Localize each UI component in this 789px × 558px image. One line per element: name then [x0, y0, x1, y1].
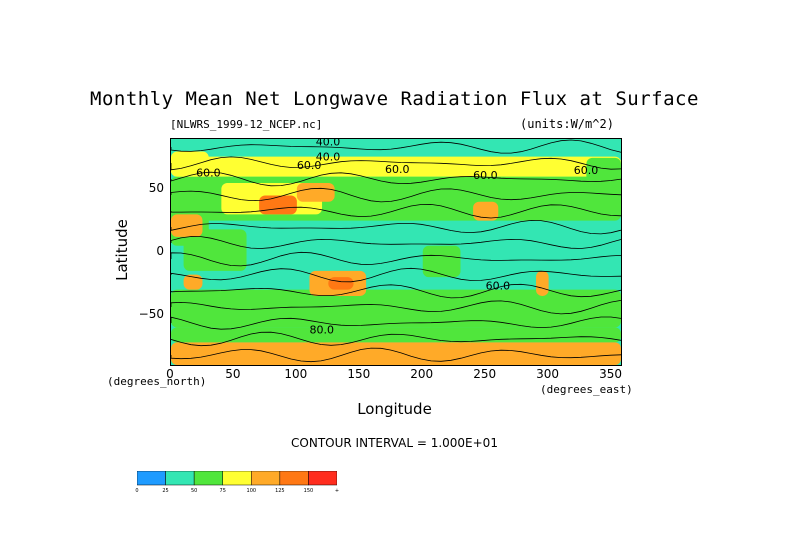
colorbar-swatch [279, 471, 309, 486]
contour-line [171, 251, 621, 267]
colorbar-tick-label: 100 [246, 488, 257, 494]
x-tick-label: 150 [347, 367, 371, 381]
x-tick-label: 200 [410, 367, 434, 381]
y-tick-label: 0 [156, 244, 164, 258]
heatmap-region [171, 327, 621, 343]
colorbar-swatch [193, 471, 223, 486]
contour-line [171, 219, 621, 235]
colorbar-swatch [251, 471, 281, 486]
y-tick-label: 50 [148, 181, 164, 196]
colorbar-tick-label: 75 [219, 488, 226, 494]
contour-line [171, 316, 621, 330]
contour-label: 40.0 [316, 139, 341, 148]
heatmap-region [171, 342, 621, 365]
x-tick-label: 50 [225, 367, 241, 381]
colorbar-tick-label: + [334, 488, 340, 494]
contour-line [171, 236, 621, 249]
colorbar-tick-label: 150 [303, 488, 314, 494]
x-tick-label: 350 [599, 367, 622, 381]
contour-interval: CONTOUR INTERVAL = 1.000E+01 [291, 436, 498, 450]
heatmap-region [473, 201, 499, 221]
contour-label: 60.0 [196, 167, 221, 180]
heatmap-region [171, 156, 621, 177]
contour-line [171, 347, 621, 363]
contour-line [171, 156, 621, 171]
heatmap-region [296, 182, 335, 202]
contour-line [171, 300, 621, 315]
heatmap-region [422, 245, 461, 278]
contour-label: 40.0 [316, 150, 341, 163]
y-axis-label: Latitude [113, 219, 131, 281]
x-tick-label: 250 [473, 367, 497, 381]
heatmap-region [171, 214, 621, 290]
colorbar-swatch [308, 471, 337, 486]
heatmap-region [171, 139, 621, 157]
y-axis-unit: (degrees_north) [107, 375, 207, 388]
colorbar-tick-label: 0 [135, 488, 139, 494]
heatmap-region [171, 151, 209, 177]
x-tick-label: 100 [284, 367, 308, 381]
units-label: (units:W/m^2) [520, 117, 614, 131]
dataset-filename: [NLWRS_1999-12_NCEP.nc] [170, 118, 323, 131]
heatmap-region [328, 277, 354, 290]
contour-label: 60.0 [486, 280, 511, 293]
contour-line [171, 331, 621, 347]
x-axis-unit: (degrees_east) [540, 383, 633, 396]
contour-label: 60.0 [473, 169, 498, 182]
heatmap-region [259, 195, 297, 215]
heatmap-region [171, 289, 621, 328]
x-tick-label: 300 [536, 367, 560, 381]
chart-title: Monthly Mean Net Longwave Radiation Flux… [90, 88, 699, 110]
contour-label: 60.0 [297, 159, 322, 172]
colorbar-tick-label: 25 [162, 488, 169, 494]
x-axis-label: Longitude [357, 400, 432, 418]
colorbar-tick-label: 50 [190, 488, 198, 494]
colorbar-swatch [222, 471, 252, 486]
heatmap-region [536, 270, 549, 296]
contour-label: 60.0 [385, 163, 410, 176]
y-tick-label: −50 [138, 306, 164, 321]
contour-line [171, 203, 621, 219]
heatmap-svg: 40.040.060.060.0 60.0 60.0 60.060.080.0 [171, 139, 621, 365]
colorbar [137, 471, 337, 486]
x-tick-label: 0 [166, 367, 174, 381]
plot-area: 40.0 40.0 60.0 60.0 60.0 60.0 60.0 60.0 80.0 [170, 138, 622, 366]
colorbar-swatch [165, 471, 195, 486]
colorbar-tick-label: 125 [275, 488, 285, 494]
colorbar-swatch [137, 471, 166, 486]
contour-line [171, 171, 621, 187]
contour-line [171, 283, 621, 299]
contour-line [171, 187, 621, 203]
contour-label: 80.0 [309, 324, 334, 337]
heatmap-region [183, 274, 203, 290]
contour-line [171, 139, 621, 154]
contour-line [171, 267, 621, 283]
heatmap-region [171, 214, 203, 237]
contour-label: 60.0 [574, 164, 599, 177]
